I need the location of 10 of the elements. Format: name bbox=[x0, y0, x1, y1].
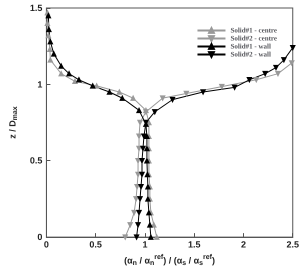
y-tick-label: 0.5 bbox=[30, 156, 42, 166]
x-tick-label: 2 bbox=[240, 240, 246, 250]
y-tick-label: 1.5 bbox=[30, 3, 42, 13]
x-tick-label: 1.5 bbox=[188, 240, 200, 250]
x-tick-label: 1 bbox=[142, 240, 148, 250]
x-tick-label: 0 bbox=[44, 240, 49, 250]
x-tick-label: 2.5 bbox=[286, 240, 299, 250]
y-tick-label: 1 bbox=[37, 79, 42, 90]
x-tick-label: 0.5 bbox=[89, 240, 102, 250]
y-tick-label: 0 bbox=[37, 232, 42, 242]
